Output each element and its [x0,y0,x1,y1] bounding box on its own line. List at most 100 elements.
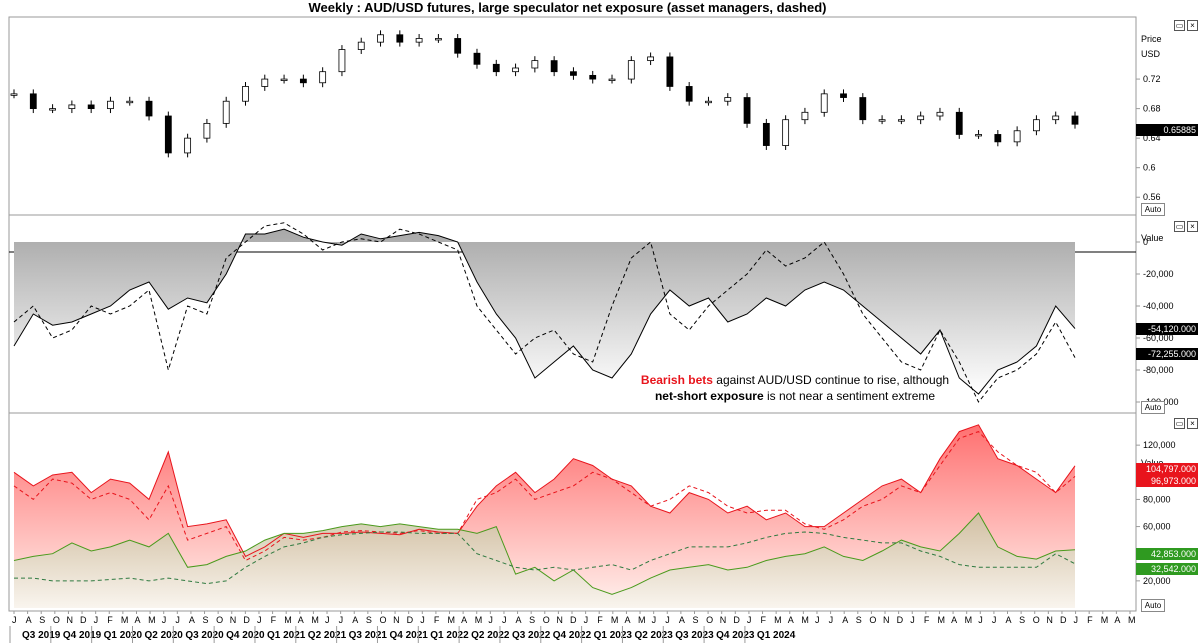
price-candle-body [396,34,404,43]
month-label: A [1006,615,1012,625]
gross-short-am-line [14,531,1076,585]
price-candle-body [647,56,654,62]
price-candle-body [897,119,905,122]
price-candle-body [10,93,18,96]
price-minimize-button[interactable]: ▭ [1174,20,1185,31]
price-tick-label: 0.72 [1143,74,1161,84]
month-label: D [243,615,250,625]
price-candle-body [184,137,192,154]
gross-auto-button[interactable]: Auto [1141,599,1165,612]
price-candle-body [434,38,442,41]
month-label: N [393,615,400,625]
gross-minimize-button[interactable]: ▭ [1174,418,1185,429]
net-auto-button[interactable]: Auto [1141,401,1165,414]
quarter-axis-labels: Q3 2019 Q4 2019 Q1 2020 Q2 2020 Q3 2020 Q4 20… [9,626,796,643]
price-candle-body [743,97,751,124]
annotation-line2: is not near a sentiment extreme [763,389,936,403]
price-candle-body [550,60,558,73]
month-label: M [1128,615,1136,625]
month-label: S [529,615,535,625]
price-close-button[interactable]: × [1187,20,1198,31]
month-label: O [1033,615,1040,625]
month-label: J [502,615,507,625]
month-label: J [162,615,167,625]
net-am-line [13,222,1076,403]
price-candle-body [666,56,674,87]
month-label: F [761,615,767,625]
gross-tick-label: 120,000 [1143,440,1176,450]
month-label: M [801,615,809,625]
month-label: A [1114,615,1120,625]
net-am-badge: -72,255.000 [1136,348,1198,360]
chart-title: Weekly : AUD/USD futures, large speculat… [308,0,827,15]
price-axis-title: Price [1141,34,1162,44]
price-candle-body [1071,115,1079,125]
month-label: N [66,615,73,625]
price-candle-body [1013,130,1021,143]
month-label: J [652,615,657,625]
month-label: A [461,615,467,625]
net-tick-label: 0 [1143,237,1148,247]
gross-short-am-badge: 32,542.000 [1136,563,1198,575]
month-label: O [706,615,713,625]
month-label: J [992,615,997,625]
month-label: N [1046,615,1053,625]
month-label: F [271,615,277,625]
gross-close-button[interactable]: × [1187,418,1198,429]
price-candle-body [164,115,172,154]
net-close-button[interactable]: × [1187,221,1198,232]
net-lev-area [14,229,1075,394]
price-candle-body [975,134,982,137]
price-candle-body [936,111,944,117]
gross-short-lev-badge: 42,853.000 [1136,548,1198,560]
quarter-label: Q2 2021 [308,630,347,641]
price-tick-label: 0.68 [1143,104,1161,114]
net-minimize-button[interactable]: ▭ [1174,221,1185,232]
month-label: J [665,615,670,625]
price-candle-body [280,78,288,81]
month-label: D [733,615,740,625]
price-auto-button[interactable]: Auto [1141,203,1165,216]
gross-long-lev-line [13,424,1076,558]
month-label: J [815,615,820,625]
price-candle-body [994,134,1002,143]
net-series-group [13,222,1076,403]
gross-tick-label: 60,000 [1143,522,1171,532]
price-tick-label: 0.64 [1143,133,1161,143]
month-label: S [1019,615,1025,625]
month-label: J [325,615,330,625]
month-label: J [829,615,834,625]
gross-long-am-badge: 96,973.000 [1136,475,1198,487]
price-candle-body [87,104,95,110]
month-label: J [488,615,493,625]
gross-tick-label: 20,000 [1143,576,1171,586]
quarter-label: Q2 2020 [144,630,183,641]
month-label: J [978,615,983,625]
chart-annotation: Bearish bets against AUD/USD continue to… [590,372,1000,404]
month-label: M [475,615,483,625]
month-label: J [12,615,17,625]
quarter-label: Q4 2021 [389,630,428,641]
annotation-line1: against AUD/USD continue to rise, althou… [712,373,950,387]
month-label: M [937,615,945,625]
month-label: O [543,615,550,625]
month-label: J [94,615,99,625]
month-label: D [570,615,577,625]
month-label: F [107,615,113,625]
price-candle-body [608,78,616,81]
price-candle-body [242,86,249,102]
quarter-label: Q1 2023 [594,630,633,641]
month-label: M [121,615,129,625]
price-candle-body [782,119,790,146]
month-label: S [692,615,698,625]
price-candle-body [570,71,577,76]
quarter-label: Q3 2020 [185,630,224,641]
month-label: M [448,615,456,625]
month-label: O [379,615,386,625]
month-label: S [39,615,45,625]
month-label: D [80,615,87,625]
price-candle-body [454,38,462,54]
month-label: M [965,615,973,625]
month-label: S [203,615,209,625]
